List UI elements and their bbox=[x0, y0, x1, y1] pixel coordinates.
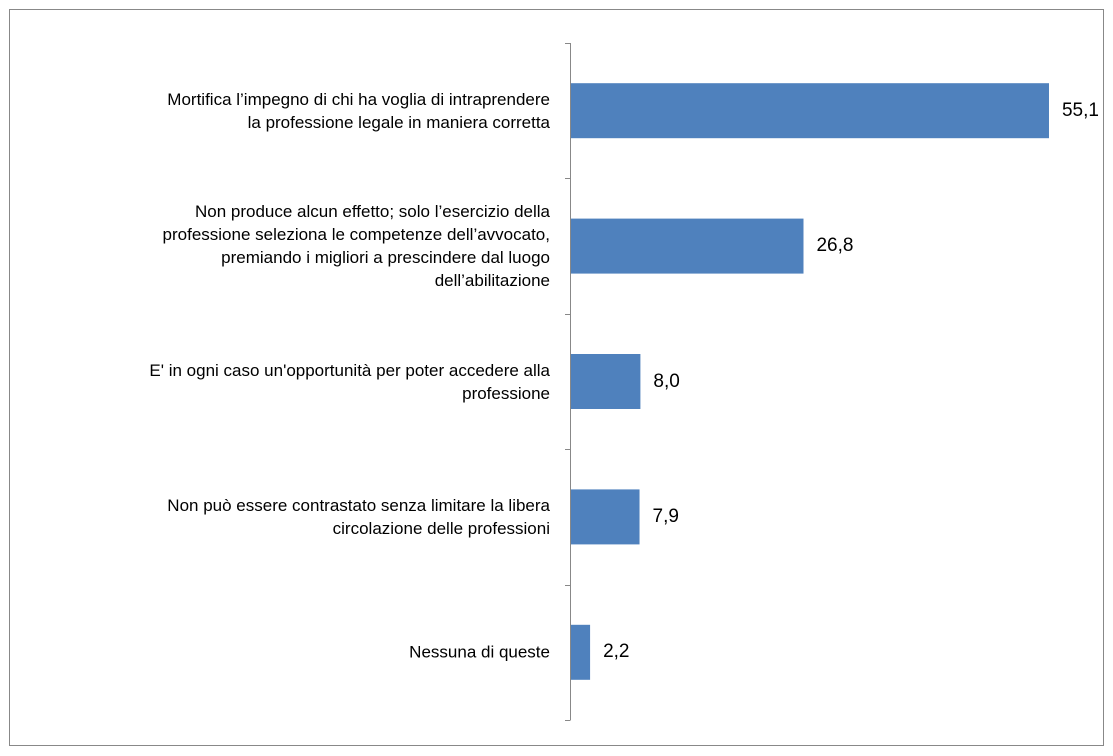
category-label: E' in ogni caso un'opportunità per poter… bbox=[149, 360, 550, 403]
category-label: Nessuna di queste bbox=[409, 642, 550, 662]
value-label: 26,8 bbox=[816, 235, 854, 257]
bar bbox=[571, 489, 640, 545]
category-label: Non può essere contrastato senza limitar… bbox=[167, 495, 550, 538]
bar bbox=[571, 624, 591, 680]
chart-border bbox=[9, 9, 1104, 746]
bar bbox=[571, 218, 804, 274]
value-label: 55,1 bbox=[1061, 99, 1099, 121]
value-label: 2,2 bbox=[603, 641, 630, 663]
category-label: Non produce alcun effetto; solo l’eserci… bbox=[162, 202, 550, 291]
category-label: Mortifica l’impegno di chi ha voglia di … bbox=[167, 89, 550, 132]
bar bbox=[571, 83, 1049, 139]
value-label: 8,0 bbox=[653, 370, 680, 392]
value-label: 7,9 bbox=[652, 505, 679, 527]
bar bbox=[571, 354, 641, 409]
